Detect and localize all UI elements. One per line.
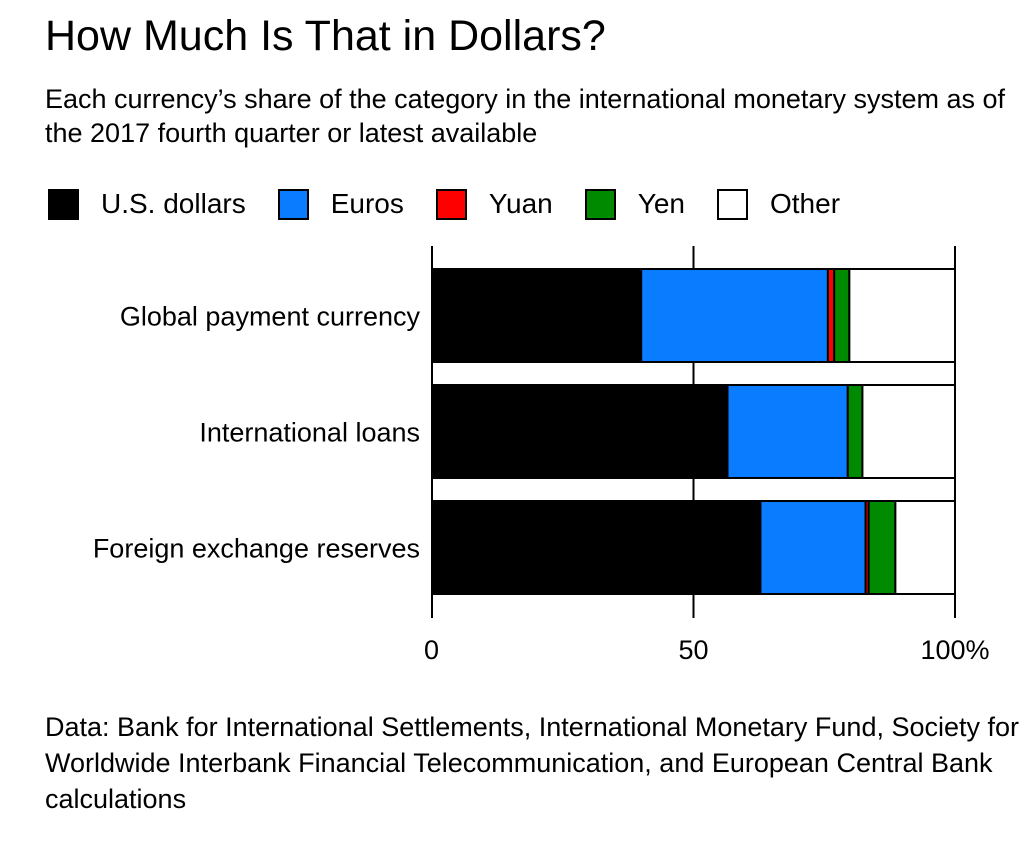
legend-swatch-eur xyxy=(277,188,309,220)
bar-segment-other-2 xyxy=(894,500,956,595)
legend-item-jpy: Yen xyxy=(584,186,685,222)
legend: U.S. dollars Euros Yuan Yen Other xyxy=(48,186,872,222)
bar-segment-usd-1 xyxy=(431,384,729,479)
chart-title: How Much Is That in Dollars? xyxy=(45,12,606,60)
bar-segment-usd-2 xyxy=(431,500,762,595)
legend-swatch-cny xyxy=(435,188,467,220)
legend-label-cny: Yuan xyxy=(488,188,553,219)
bar-segment-usd-0 xyxy=(431,268,643,363)
category-label-1: International loans xyxy=(199,418,420,448)
legend-label-other: Other xyxy=(769,188,841,219)
bar-segment-jpy-2 xyxy=(867,500,897,595)
legend-swatch-usd xyxy=(48,188,79,220)
bar-segment-other-0 xyxy=(848,268,957,363)
bar-segment-other-1 xyxy=(861,384,957,479)
legend-item-cny: Yuan xyxy=(435,186,553,222)
bar-segment-jpy-0 xyxy=(833,268,851,363)
legend-label-jpy: Yen xyxy=(637,188,685,219)
legend-swatch-jpy xyxy=(584,188,616,220)
legend-swatch-other xyxy=(716,188,748,220)
bar-segment-jpy-1 xyxy=(846,384,864,479)
bars xyxy=(431,268,957,595)
chart-subtitle: Each currency’s share of the category in… xyxy=(45,84,1005,148)
category-label-0: Global payment currency xyxy=(120,302,421,332)
x-tick-label-0: 0 xyxy=(424,635,439,665)
x-tick-label-2: 100% xyxy=(920,635,989,665)
legend-label-eur: Euros xyxy=(330,188,404,219)
legend-label-usd: U.S. dollars xyxy=(101,188,246,219)
bar-segment-eur-0 xyxy=(640,268,829,363)
bar-segment-eur-2 xyxy=(759,500,867,595)
stacked-bar-chart: Global payment currency International loa… xyxy=(93,246,990,665)
legend-item-usd: U.S. dollars xyxy=(48,186,246,222)
source-note: Data: Bank for International Settlements… xyxy=(45,712,1020,814)
bar-segment-eur-1 xyxy=(726,384,849,479)
legend-item-eur: Euros xyxy=(277,186,404,222)
category-label-2: Foreign exchange reserves xyxy=(93,534,420,564)
x-tick-label-1: 50 xyxy=(678,635,708,665)
legend-item-other: Other xyxy=(716,186,841,222)
